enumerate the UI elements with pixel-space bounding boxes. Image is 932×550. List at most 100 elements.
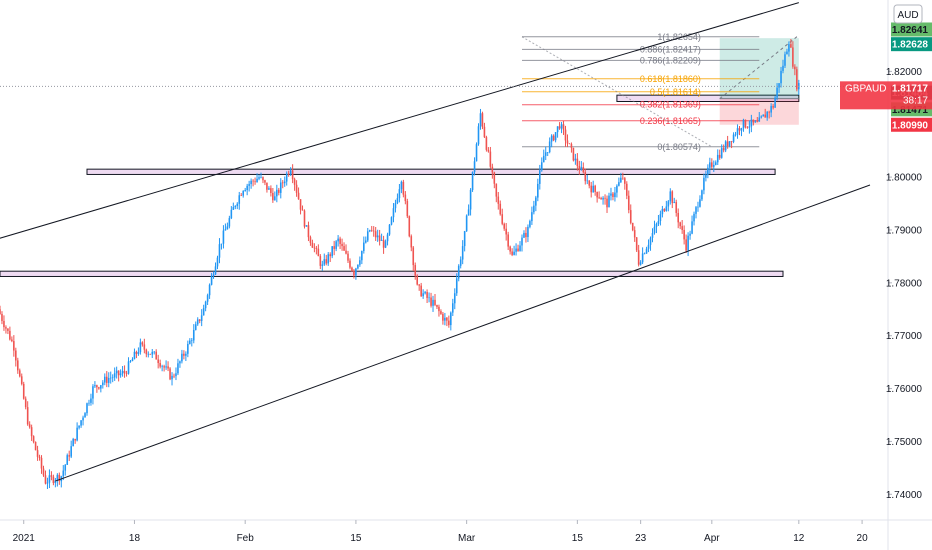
candle-body — [596, 191, 598, 198]
candle-body — [179, 361, 181, 364]
candle-body — [499, 203, 502, 215]
candle-body — [612, 193, 614, 198]
candle-body — [113, 373, 116, 378]
candle-body — [400, 181, 403, 190]
candle-body — [746, 127, 749, 128]
candle-body — [720, 148, 723, 158]
candle-body — [185, 353, 187, 356]
candle-body — [244, 190, 246, 192]
candle-body — [109, 377, 112, 379]
candle-body — [80, 420, 82, 426]
candle-body — [252, 180, 254, 182]
candle-body — [527, 226, 529, 238]
candle-body — [187, 343, 189, 354]
candle-body — [246, 185, 248, 191]
candle-body — [181, 353, 183, 362]
candle-body — [56, 474, 59, 481]
candle-body — [414, 265, 417, 276]
candle-body — [105, 376, 108, 383]
candle-body — [450, 312, 452, 326]
candle-body — [250, 180, 252, 185]
candle-body — [216, 257, 219, 267]
candle-body — [459, 259, 462, 266]
candle-body — [422, 293, 424, 297]
candle-body — [463, 231, 466, 247]
position-target-zone[interactable] — [719, 38, 799, 99]
price-tag-1-bg — [891, 37, 932, 52]
candle-body — [345, 250, 347, 254]
candle-body — [291, 170, 294, 180]
candle-body — [9, 330, 11, 340]
y-tick-label-4: 1.78000 — [886, 278, 923, 289]
candle-body — [714, 162, 717, 165]
candle-body — [226, 226, 229, 230]
candle-body — [353, 270, 355, 276]
candle-body — [475, 144, 478, 162]
zone-rect-2[interactable] — [0, 270, 784, 277]
candle-body — [135, 351, 138, 354]
candle-body — [190, 340, 193, 342]
candle-body — [335, 241, 337, 249]
candle-body — [86, 403, 88, 414]
candle-body — [697, 206, 699, 208]
candle-body — [707, 167, 709, 175]
candle-body — [15, 350, 17, 361]
candle-body — [36, 450, 39, 457]
candle-body — [782, 65, 784, 71]
candle-body — [485, 137, 488, 150]
candle-body — [301, 209, 304, 211]
price-axis[interactable]: 1.74000 1.75000 1.76000 1.77000 1.78000 1.790… — [886, 67, 923, 501]
candle-body — [276, 189, 278, 197]
fibonacci-retracement[interactable]: 1(1.82654) 0.886(1.82417)0.786(1.82209) 0.… — [521, 32, 760, 152]
candle-body — [637, 250, 640, 265]
candle-body — [663, 208, 666, 211]
candle-body — [200, 315, 203, 321]
candle-body — [317, 248, 320, 257]
candle-body — [726, 141, 729, 147]
candle-body — [24, 398, 27, 408]
candle-body — [598, 197, 600, 199]
candle-body — [705, 174, 707, 178]
candle-body — [48, 475, 51, 483]
currency-badge[interactable]: AUD — [893, 4, 923, 24]
channel-line-1[interactable] — [0, 2, 799, 241]
candle-body — [681, 226, 683, 230]
channel-layer[interactable] — [0, 2, 871, 482]
candle-body — [368, 230, 371, 232]
position-tool[interactable] — [719, 34, 800, 125]
candle-body — [262, 177, 264, 181]
y-tick-label-0: 1.74000 — [886, 490, 923, 501]
candle-body — [724, 141, 727, 151]
candle-body — [467, 209, 470, 216]
candle-body — [121, 370, 124, 374]
candle-body — [351, 267, 353, 271]
candle-body — [477, 126, 480, 145]
y-tick-label-1: 1.75000 — [886, 437, 923, 448]
zone-rect-3[interactable] — [616, 94, 800, 102]
candle-body — [675, 202, 678, 213]
candle-body — [778, 83, 780, 88]
candle-body — [359, 260, 361, 265]
candle-body — [68, 455, 71, 457]
time-axis[interactable]: 2021 18 Feb 15 Mar 15 23 Apr 12 20 — [13, 520, 868, 544]
candle-body — [192, 329, 195, 341]
candle-body — [568, 143, 571, 145]
candle-body — [479, 113, 482, 127]
candle-body — [764, 114, 767, 118]
zone-rect-1[interactable] — [86, 168, 776, 175]
y-tick-label-5: 1.79000 — [886, 225, 923, 236]
channel-line-2[interactable] — [55, 184, 871, 482]
candle-body — [578, 165, 581, 171]
candle-body — [426, 292, 428, 298]
candle-body — [703, 177, 705, 191]
candle-body — [438, 306, 440, 312]
candle-body — [125, 373, 128, 374]
candle-body — [517, 248, 519, 251]
candle-body — [321, 264, 324, 266]
price-tag-0: 1.82641 — [892, 25, 929, 36]
candle-body — [683, 229, 685, 240]
candle-body — [521, 237, 523, 246]
candle-body — [98, 387, 100, 389]
candle-body — [329, 254, 332, 257]
